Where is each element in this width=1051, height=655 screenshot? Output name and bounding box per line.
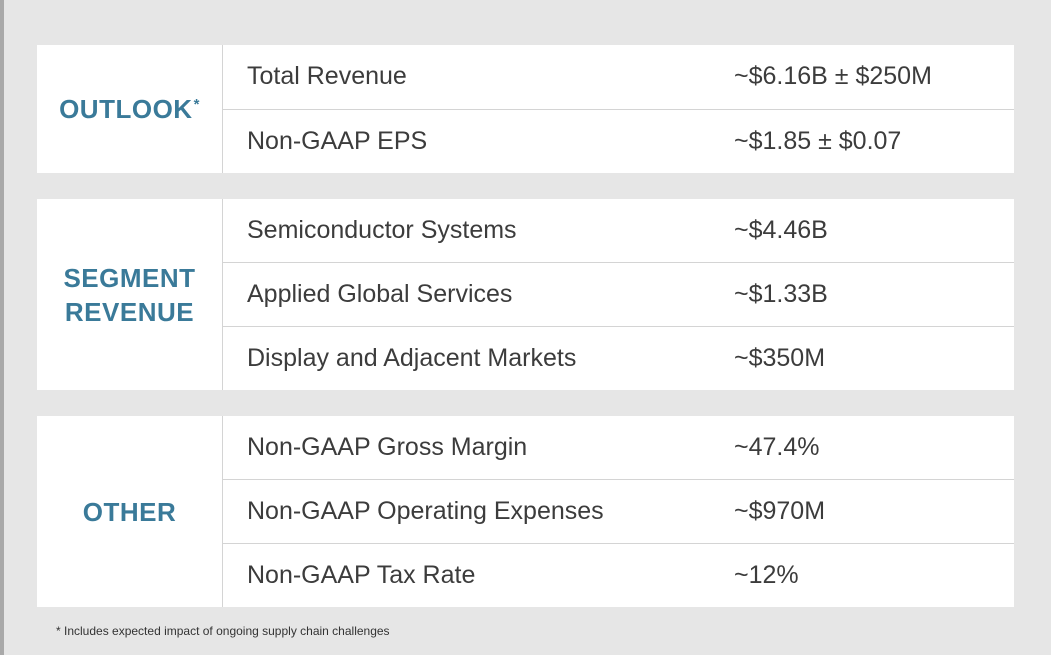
footnote: * Includes expected impact of ongoing su… — [56, 624, 390, 638]
page-left-edge — [0, 0, 4, 655]
metric-name: Display and Adjacent Markets — [247, 344, 577, 372]
other-label: OTHER — [82, 496, 177, 527]
metric-value: ~$4.46B — [734, 216, 828, 244]
metric-name: Semiconductor Systems — [247, 216, 517, 244]
metric-name: Non-GAAP Tax Rate — [247, 561, 476, 589]
segment-label-cell: SEGMENT REVENUE — [37, 199, 223, 390]
table-row: Non-GAAP Operating Expenses ~$970M — [223, 480, 1014, 544]
outlook-label-text: OUTLOOK — [59, 94, 193, 124]
metric-value: ~$1.85 ± $0.07 — [734, 126, 902, 155]
metric-value: ~$1.33B — [734, 280, 828, 308]
metric-value: ~$970M — [734, 497, 826, 525]
segment-revenue-section: SEGMENT REVENUE Semiconductor Systems ~$… — [37, 199, 1014, 390]
table-row: Non-GAAP EPS ~$1.85 ± $0.07 — [223, 110, 1014, 174]
table-row: Non-GAAP Tax Rate ~12% — [223, 544, 1014, 607]
table-row: Display and Adjacent Markets ~$350M — [223, 327, 1014, 390]
segment-label-line1: SEGMENT — [63, 262, 196, 293]
outlook-section: OUTLOOK* Total Revenue ~$6.16B ± $250M N… — [37, 45, 1014, 173]
metric-name: Applied Global Services — [247, 280, 513, 308]
outlook-rows: Total Revenue ~$6.16B ± $250M Non-GAAP E… — [223, 45, 1014, 173]
other-label-cell: OTHER — [37, 416, 223, 607]
table-row: Applied Global Services ~$1.33B — [223, 263, 1014, 327]
table-row: Total Revenue ~$6.16B ± $250M — [223, 45, 1014, 110]
table-row: Non-GAAP Gross Margin ~47.4% — [223, 416, 1014, 480]
metric-value: ~12% — [734, 561, 799, 589]
segment-label-line2: REVENUE — [64, 296, 195, 327]
other-section: OTHER Non-GAAP Gross Margin ~47.4% Non-G… — [37, 416, 1014, 607]
segment-rows: Semiconductor Systems ~$4.46B Applied Gl… — [223, 199, 1014, 390]
metric-name: Total Revenue — [247, 62, 407, 91]
segment-revenue-label: SEGMENT REVENUE — [63, 261, 195, 329]
metric-value: ~47.4% — [734, 433, 820, 461]
metric-name: Non-GAAP Operating Expenses — [247, 497, 604, 525]
metric-value: ~$350M — [734, 344, 826, 372]
outlook-footnote-mark: * — [193, 96, 200, 113]
outlook-label: OUTLOOK* — [59, 92, 200, 126]
outlook-label-cell: OUTLOOK* — [37, 45, 223, 173]
other-rows: Non-GAAP Gross Margin ~47.4% Non-GAAP Op… — [223, 416, 1014, 607]
metric-value: ~$6.16B ± $250M — [734, 62, 932, 91]
metric-name: Non-GAAP EPS — [247, 126, 428, 155]
metric-name: Non-GAAP Gross Margin — [247, 433, 528, 461]
table-row: Semiconductor Systems ~$4.46B — [223, 199, 1014, 263]
